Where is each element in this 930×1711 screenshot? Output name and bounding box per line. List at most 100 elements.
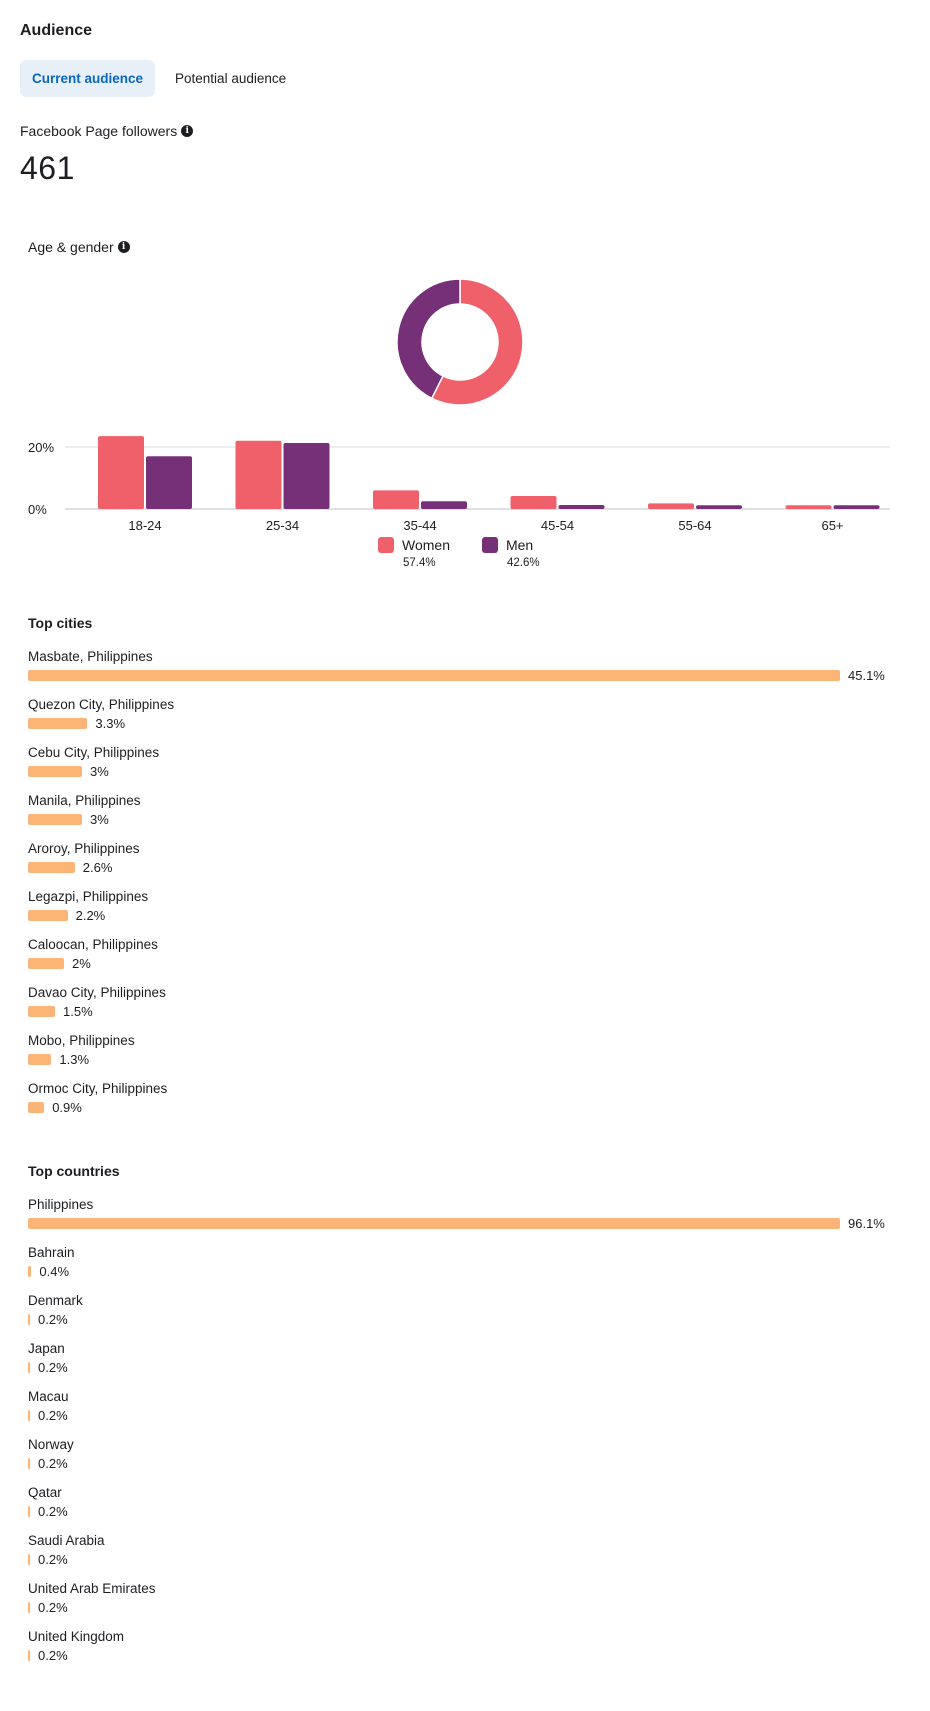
- country-bar-row: 0.2%: [28, 1357, 898, 1377]
- country-bar-row: 0.2%: [28, 1405, 898, 1425]
- country-label: Philippines: [28, 1197, 94, 1212]
- city-label: Ormoc City, Philippines: [28, 1081, 168, 1096]
- x-tick-label: 55-64: [678, 518, 711, 533]
- followers-label-text: Facebook Page followers: [20, 123, 178, 139]
- country-value: 0.2%: [38, 1311, 68, 1327]
- city-item: Mobo, Philippines 1.3%: [28, 1033, 898, 1081]
- country-bar-row: 96.1%: [28, 1213, 898, 1233]
- city-item: Legazpi, Philippines 2.2%: [28, 889, 898, 937]
- country-label: Macau: [28, 1389, 69, 1404]
- legend-pct-men: 42.6%: [506, 557, 540, 569]
- country-item: Japan 0.2%: [28, 1341, 898, 1389]
- city-bar-row: 3.3%: [28, 713, 898, 733]
- top-countries-list: Philippines 96.1% Bahrain 0.4% Denmark 0.2% Ja…: [28, 1197, 898, 1677]
- city-value: 45.1%: [848, 667, 885, 683]
- legend-swatch-women: [378, 537, 394, 553]
- country-bar-row: 0.2%: [28, 1453, 898, 1473]
- country-bar-row: 0.4%: [28, 1261, 898, 1281]
- followers-label: Facebook Page followers i: [20, 123, 194, 139]
- city-label: Masbate, Philippines: [28, 649, 153, 664]
- y-tick-label: 0%: [28, 502, 47, 517]
- x-tick-label: 35-44: [403, 518, 436, 533]
- country-value: 0.2%: [38, 1599, 68, 1615]
- age-gender-title-text: Age & gender: [28, 239, 114, 255]
- country-value: 0.2%: [38, 1647, 68, 1663]
- page-title: Audience: [20, 22, 93, 39]
- city-bar: [28, 669, 840, 681]
- country-item: Philippines 96.1%: [28, 1197, 898, 1245]
- country-label: Qatar: [28, 1485, 62, 1500]
- chart-legend: Women 57.4% Men 42.6%: [378, 537, 540, 569]
- city-label: Davao City, Philippines: [28, 985, 166, 1000]
- bar-men-45-54: [558, 504, 605, 509]
- country-label: Denmark: [28, 1293, 83, 1308]
- city-value: 3%: [90, 763, 109, 779]
- city-bar: [28, 1005, 55, 1017]
- country-label: Saudi Arabia: [28, 1533, 105, 1548]
- city-item: Ormoc City, Philippines 0.9%: [28, 1081, 898, 1129]
- country-value: 0.2%: [38, 1551, 68, 1567]
- city-value: 3%: [90, 811, 109, 827]
- top-countries-title: Top countries: [28, 1163, 120, 1179]
- city-label: Manila, Philippines: [28, 793, 141, 808]
- city-label: Mobo, Philippines: [28, 1033, 135, 1048]
- age-gender-title: Age & gender i: [28, 239, 130, 255]
- city-bar: [28, 1101, 45, 1113]
- top-cities-title: Top cities: [28, 615, 93, 631]
- city-bar-row: 3%: [28, 809, 898, 829]
- country-item: Qatar 0.2%: [28, 1485, 898, 1533]
- city-bar-row: 1.3%: [28, 1049, 898, 1069]
- city-bar: [28, 717, 88, 729]
- country-bar: [28, 1361, 30, 1373]
- legend-pct-women: 57.4%: [403, 557, 436, 569]
- city-label: Aroroy, Philippines: [28, 841, 140, 856]
- legend-item-men: Men 42.6%: [481, 537, 540, 569]
- country-item: Bahrain 0.4%: [28, 1245, 898, 1293]
- legend-item-women: Women 57.4%: [378, 537, 450, 569]
- x-tick-label: 18-24: [128, 518, 161, 533]
- donut-slice-men: [396, 278, 461, 400]
- country-value: 0.2%: [38, 1503, 68, 1519]
- city-bar-row: 3%: [28, 761, 898, 781]
- bar-men-18-24: [146, 456, 192, 509]
- city-label: Legazpi, Philippines: [28, 889, 149, 904]
- country-bar-row: 0.2%: [28, 1645, 898, 1665]
- bar-women-55-64: [648, 503, 694, 509]
- city-bar: [28, 765, 82, 777]
- city-value: 2.6%: [82, 859, 113, 875]
- city-bar: [28, 909, 68, 921]
- country-item: United Kingdom 0.2%: [28, 1629, 898, 1677]
- city-bar: [28, 957, 64, 969]
- bar-women-45-54: [510, 495, 557, 509]
- x-tick-label: 25-34: [266, 518, 299, 533]
- city-value: 2.2%: [75, 907, 106, 923]
- city-item: Manila, Philippines 3%: [28, 793, 898, 841]
- country-bar: [28, 1457, 30, 1469]
- city-bar-row: 0.9%: [28, 1097, 898, 1117]
- legend-label-men: Men: [505, 537, 534, 553]
- city-value: 1.3%: [59, 1051, 90, 1067]
- city-value: 2%: [72, 955, 91, 971]
- country-value: 0.2%: [38, 1407, 68, 1423]
- country-bar: [28, 1553, 30, 1565]
- tab-current-audience[interactable]: Current audience: [20, 60, 156, 97]
- info-icon[interactable]: i: [181, 125, 194, 137]
- audience-tabs: Current audience Potential audience: [20, 60, 298, 97]
- country-value: 0.4%: [39, 1263, 70, 1279]
- legend-label-women: Women: [402, 537, 450, 553]
- country-label: United Kingdom: [28, 1629, 125, 1644]
- country-bar: [28, 1409, 30, 1421]
- country-bar-row: 0.2%: [28, 1501, 898, 1521]
- tab-potential-audience[interactable]: Potential audience: [175, 71, 287, 86]
- city-label: Cebu City, Philippines: [28, 745, 160, 760]
- legend-swatch-men: [481, 537, 498, 553]
- city-item: Quezon City, Philippines 3.3%: [28, 697, 898, 745]
- country-bar-row: 0.2%: [28, 1309, 898, 1329]
- country-label: Norway: [28, 1437, 74, 1452]
- info-icon[interactable]: i: [117, 241, 130, 253]
- country-value: 96.1%: [848, 1215, 885, 1231]
- city-label: Quezon City, Philippines: [28, 697, 175, 712]
- city-item: Cebu City, Philippines 3%: [28, 745, 898, 793]
- city-item: Davao City, Philippines 1.5%: [28, 985, 898, 1033]
- city-label: Caloocan, Philippines: [28, 937, 158, 952]
